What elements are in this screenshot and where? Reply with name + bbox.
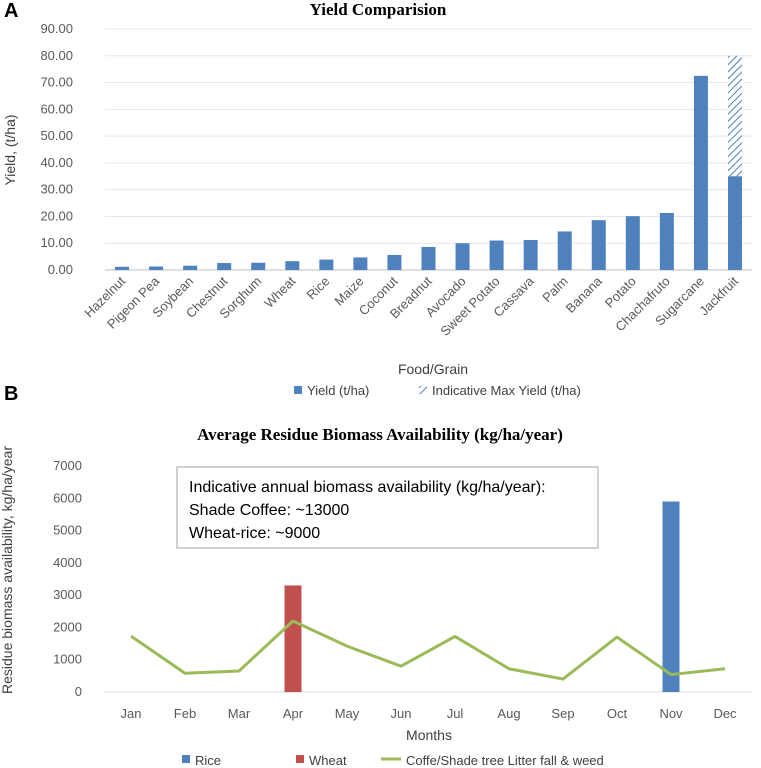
y-tick-label: 80.00 xyxy=(40,48,73,63)
bar-yield xyxy=(455,243,470,270)
x-tick-label: Nov xyxy=(659,706,683,721)
y-tick-label: 90.00 xyxy=(40,21,73,36)
chart-a-bars xyxy=(115,55,742,270)
y-tick-label: 2000 xyxy=(53,619,82,634)
bar-yield xyxy=(523,240,538,270)
legend-swatch-max-yield xyxy=(419,386,427,394)
chart-a-y-ticks: 0.00 10.00 20.00 30.00 40.00 50.00 60.00 70.00 8… xyxy=(40,21,73,277)
x-tick-label: Jan xyxy=(121,706,142,721)
x-tick-label: May xyxy=(335,706,360,721)
y-tick-label: 4000 xyxy=(53,555,82,570)
chart-b-x-axis-title: Months xyxy=(406,727,452,743)
bar-yield xyxy=(727,176,742,270)
x-tick-label: Dec xyxy=(713,706,737,721)
legend-swatch-wheat xyxy=(296,755,304,763)
legend-swatch-yield xyxy=(294,386,302,394)
annotation-box xyxy=(176,466,599,549)
line-litter-fall xyxy=(130,619,726,681)
bar-yield xyxy=(285,261,300,270)
x-tick-label: Banana xyxy=(563,273,606,316)
bar-yield xyxy=(251,262,266,270)
bar-yield xyxy=(659,212,674,270)
bar-yield xyxy=(353,257,368,270)
panel-a-label: A xyxy=(4,0,18,22)
bar-yield xyxy=(149,266,164,270)
chart-b-y-axis-title: Residue biomass availability, kg/ha/year xyxy=(0,446,15,694)
chart-b-bars xyxy=(284,501,680,692)
chart-a-y-axis-title: Yield, (t/ha) xyxy=(2,114,18,185)
annotation-line-3: Wheat-rice: ~9000 xyxy=(189,525,320,542)
bar-yield xyxy=(319,259,334,270)
chart-b-line-series xyxy=(130,619,726,681)
y-tick-label: 60.00 xyxy=(40,101,73,116)
y-tick-label: 1000 xyxy=(53,652,82,667)
x-tick-label: Jackfruit xyxy=(696,273,741,318)
annotation-line-2: Shade Coffee: ~13000 xyxy=(189,502,349,519)
y-tick-label: 50.00 xyxy=(40,128,73,143)
x-tick-label: Mar xyxy=(228,706,251,721)
y-tick-label: 6000 xyxy=(53,490,82,505)
bar-yield xyxy=(591,220,606,270)
x-tick-label: Feb xyxy=(174,706,196,721)
y-tick-label: 40.00 xyxy=(40,155,73,170)
y-tick-label: 10.00 xyxy=(40,235,73,250)
y-tick-label: 0.00 xyxy=(48,262,73,277)
bar-max-yield xyxy=(727,55,742,177)
y-tick-label: 30.00 xyxy=(40,182,73,197)
chart-a-legend: Yield (t/ha) Indicative Max Yield (t/ha) xyxy=(294,383,581,398)
chart-b-title: Average Residue Biomass Availability (kg… xyxy=(197,425,563,444)
bar-yield xyxy=(217,263,232,270)
chart-b-legend: Rice Wheat Coffe/Shade tree Litter fall … xyxy=(182,753,604,768)
chart-a-title: Yield Comparision xyxy=(310,0,447,19)
bar-rice xyxy=(662,501,680,692)
chart-a-x-axis-title: Food/Grain xyxy=(398,361,468,377)
chart-b-y-ticks: 0 1000 2000 3000 4000 5000 6000 7000 xyxy=(53,458,82,699)
x-tick-label: Rice xyxy=(303,274,332,303)
chart-a-gridlines xyxy=(105,28,752,271)
y-tick-label: 0 xyxy=(75,684,82,699)
bar-yield xyxy=(421,246,436,270)
annotation-line-1: Indicative annual biomass availability (… xyxy=(189,479,546,496)
legend-label-rice: Rice xyxy=(195,753,221,768)
bar-wheat xyxy=(284,585,302,692)
bar-yield xyxy=(693,75,708,270)
x-tick-label: Sep xyxy=(551,706,574,721)
bar-yield xyxy=(183,265,198,270)
legend-label-wheat: Wheat xyxy=(309,753,347,768)
bar-yield xyxy=(557,231,572,270)
y-tick-label: 70.00 xyxy=(40,75,73,90)
x-tick-label: Jun xyxy=(391,706,412,721)
bar-yield xyxy=(115,266,130,270)
y-tick-label: 5000 xyxy=(53,523,82,538)
legend-label-max-yield: Indicative Max Yield (t/ha) xyxy=(432,383,581,398)
chart-b-annotation: Indicative annual biomass availability (… xyxy=(176,466,599,549)
y-tick-label: 7000 xyxy=(53,458,82,473)
x-tick-label: Aug xyxy=(497,706,520,721)
bar-yield xyxy=(625,216,640,270)
x-tick-label: Jul xyxy=(447,706,464,721)
bar-yield xyxy=(489,240,504,270)
x-tick-label: Oct xyxy=(607,706,628,721)
x-tick-label: Wheat xyxy=(261,273,298,310)
y-tick-label: 3000 xyxy=(53,587,82,602)
legend-label-litter: Coffe/Shade tree Litter fall & weed xyxy=(406,753,604,768)
y-tick-label: 20.00 xyxy=(40,208,73,223)
x-tick-label: Apr xyxy=(283,706,304,721)
bar-yield xyxy=(387,255,402,270)
panel-b-label: B xyxy=(4,383,18,405)
legend-label-yield: Yield (t/ha) xyxy=(307,383,369,398)
legend-swatch-rice xyxy=(182,755,190,763)
chart-b-x-ticks: Jan Feb Mar Apr May Jun Jul Aug Sep Oct Nov Dec xyxy=(121,706,738,721)
